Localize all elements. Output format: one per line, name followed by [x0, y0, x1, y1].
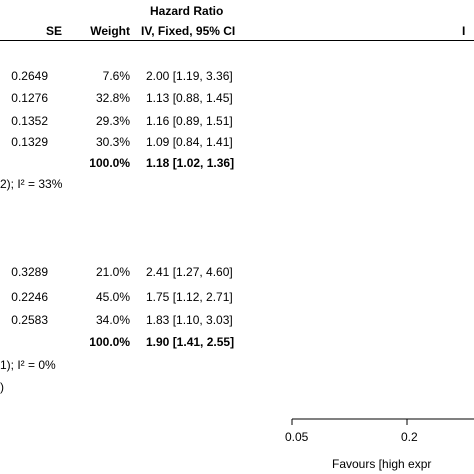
se-column-header: SE [45, 24, 62, 38]
effect-column-title: Hazard Ratio [150, 4, 224, 18]
table-row-weight: 29.3% [95, 114, 130, 128]
table-row-se: 0.1329 [11, 135, 48, 149]
table-row-weight: 21.0% [95, 265, 130, 279]
header-divider [0, 40, 474, 41]
table-row-se: 0.2649 [11, 69, 48, 83]
table-row-weight: 34.0% [95, 313, 130, 327]
table-row-se: 0.2583 [11, 313, 48, 327]
x-tick-label: 0.05 [285, 430, 309, 444]
overall-effect-text-partial: ) [0, 380, 4, 394]
weight-column-header: Weight [90, 24, 130, 38]
subtotal-ci: 1.18 [1.02, 1.36] [146, 156, 235, 170]
table-row-se: 0.1276 [11, 91, 48, 105]
table-row-se: 0.1352 [11, 114, 48, 128]
table-row-ci: 1.16 [0.89, 1.51] [146, 114, 233, 128]
effect-column-header: IV, Fixed, 95% CI [141, 24, 236, 38]
table-row-weight: 45.0% [95, 290, 130, 304]
table-row-se: 0.3289 [11, 265, 48, 279]
table-row-ci: 2.00 [1.19, 3.36] [146, 69, 233, 83]
heterogeneity-text: 2); I² = 33% [0, 177, 63, 191]
table-row-weight: 32.8% [95, 91, 130, 105]
table-row-ci: 1.13 [0.88, 1.45] [146, 91, 233, 105]
subtotal-ci: 1.90 [1.41, 2.55] [146, 335, 235, 349]
table-row-weight: 30.3% [95, 135, 130, 149]
table-row-se: 0.2246 [11, 290, 48, 304]
table-row-ci: 1.75 [1.12, 2.71] [146, 290, 233, 304]
subtotal-weight: 100.0% [89, 156, 130, 170]
table-row-ci: 1.09 [0.84, 1.41] [146, 135, 233, 149]
x-tick-label: 0.2 [401, 430, 418, 444]
right-panel-header-partial: I [462, 24, 466, 38]
heterogeneity-text: 1); I² = 0% [0, 358, 56, 372]
subtotal-weight: 100.0% [89, 335, 130, 349]
table-row-ci: 2.41 [1.27, 4.60] [146, 265, 233, 279]
table-row-ci: 1.83 [1.10, 3.03] [146, 313, 233, 327]
favours-label: Favours [high expr [332, 457, 431, 471]
table-row-weight: 7.6% [102, 69, 130, 83]
